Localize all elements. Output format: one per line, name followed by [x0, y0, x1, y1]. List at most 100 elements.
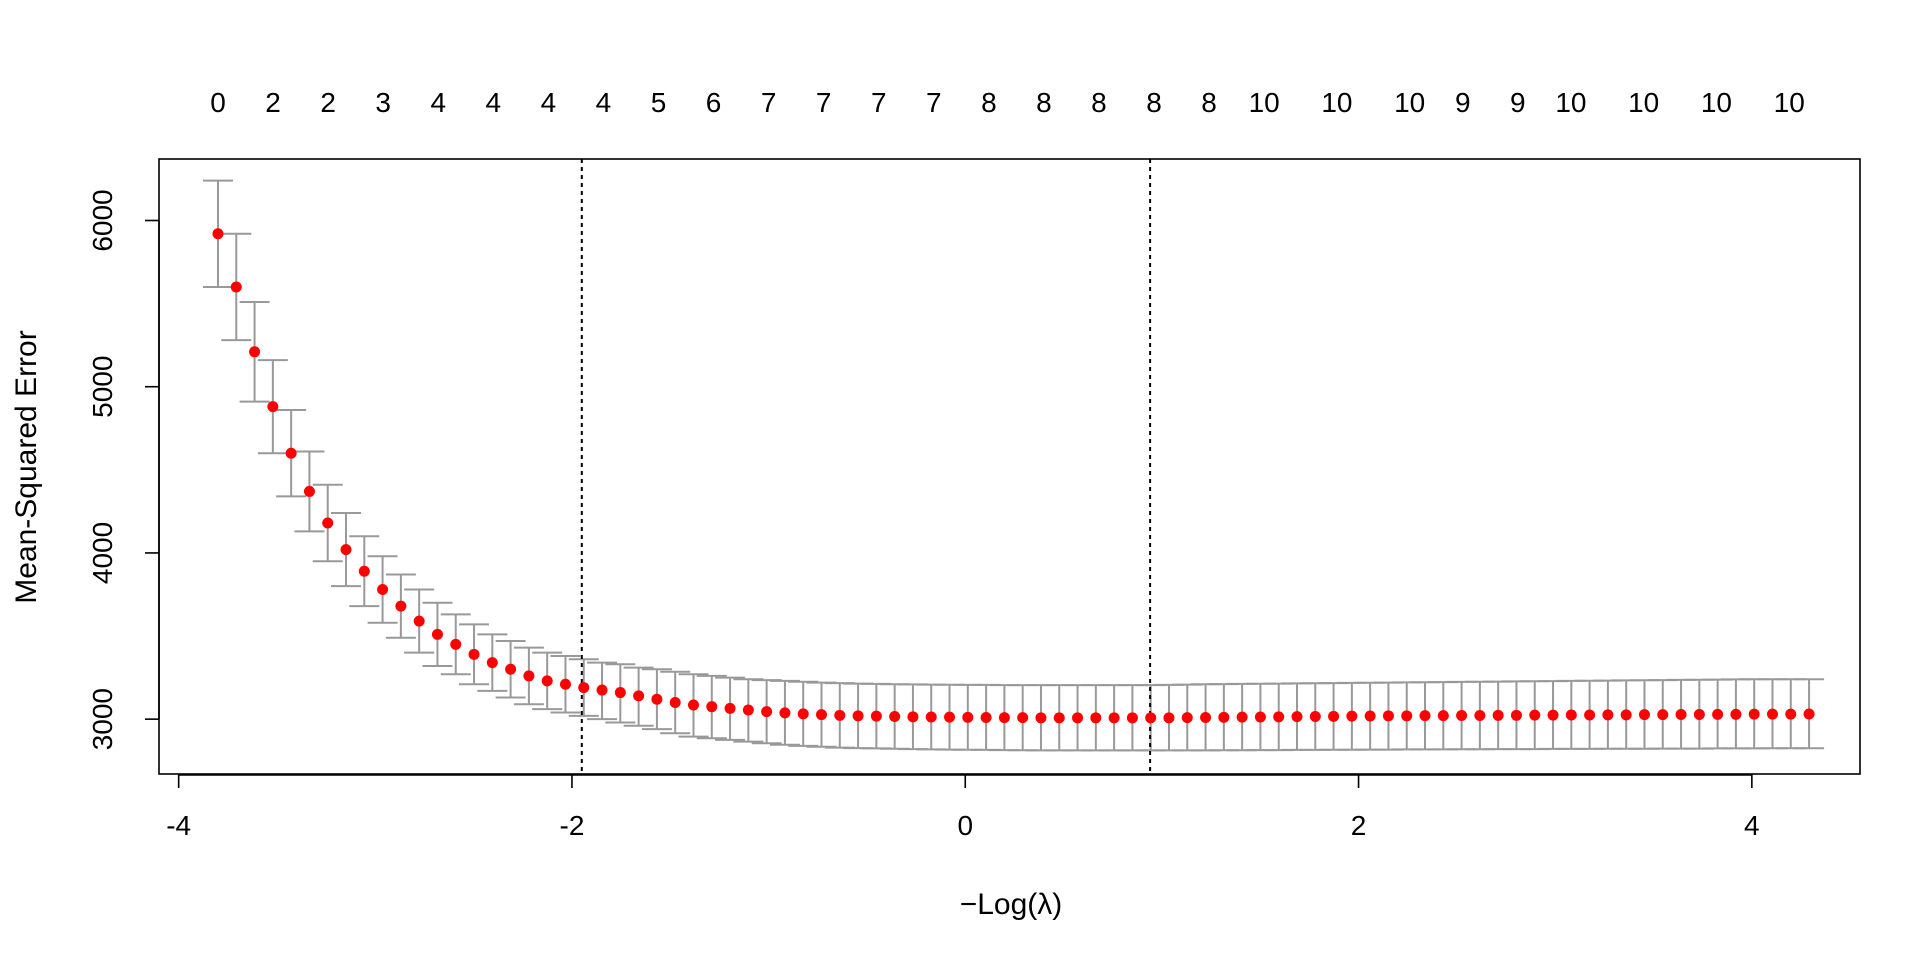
data-point	[1456, 709, 1468, 721]
data-point	[468, 648, 480, 660]
data-point	[322, 517, 334, 529]
data-point	[413, 615, 425, 627]
data-point	[1437, 710, 1449, 722]
top-axis-label: 6	[706, 87, 722, 118]
data-point	[633, 690, 645, 702]
data-point	[1145, 712, 1157, 724]
data-point	[1309, 710, 1321, 722]
data-point	[1547, 709, 1559, 721]
data-point	[578, 682, 590, 694]
top-axis-label: 8	[1091, 87, 1107, 118]
data-point	[1474, 709, 1486, 721]
top-axis-label: 4	[596, 87, 612, 118]
reference-lines	[580, 159, 1152, 774]
data-point	[998, 712, 1010, 724]
data-point	[377, 584, 389, 595]
data-point	[1090, 712, 1102, 724]
data-point	[742, 704, 754, 716]
data-point	[1291, 711, 1303, 723]
data-point	[962, 711, 974, 723]
top-axis-label: 4	[541, 87, 557, 118]
y-tick-label: 6000	[87, 189, 118, 251]
x-axis-title: −Log(λ)	[960, 888, 1063, 921]
data-point	[687, 699, 699, 711]
data-point	[1492, 709, 1504, 721]
data-point	[1565, 709, 1577, 721]
data-point	[669, 697, 681, 709]
data-point	[1529, 709, 1541, 721]
y-tick-label: 5000	[87, 356, 118, 418]
data-point	[1620, 709, 1632, 721]
data-point	[212, 228, 224, 240]
error-bars	[202, 179, 1825, 752]
data-point	[1382, 710, 1394, 722]
top-axis-label: 8	[1036, 87, 1052, 118]
data-point	[1803, 708, 1815, 720]
y-tick-label: 4000	[87, 522, 118, 584]
x-tick-label: -4	[166, 810, 191, 841]
data-point	[980, 711, 992, 723]
data-point	[1638, 709, 1650, 721]
top-axis-label: 10	[1774, 87, 1805, 118]
data-point	[505, 663, 517, 675]
top-axis-label: 9	[1510, 87, 1526, 118]
data-point	[340, 544, 352, 556]
data-point	[541, 675, 553, 687]
data-point	[1200, 711, 1212, 723]
data-point	[834, 709, 846, 721]
y-tick-label: 3000	[87, 688, 118, 750]
top-axis-label: 7	[816, 87, 832, 118]
data-point	[1766, 708, 1778, 720]
data-points	[212, 228, 1815, 724]
top-axis-label: 10	[1321, 87, 1352, 118]
top-axis-label: 7	[761, 87, 777, 118]
data-point	[925, 711, 937, 723]
data-point	[1346, 710, 1358, 722]
x-tick-label: 4	[1744, 810, 1760, 841]
data-point	[431, 628, 443, 640]
top-axis-labels: 0 2 2 3 4 4 4 4 5 6 7 7 7 7 8 8 8 8 8 10 10 10 9 9 10 10 10 10	[210, 87, 1805, 118]
data-point	[761, 706, 773, 718]
data-point	[1712, 708, 1724, 720]
data-point	[1748, 708, 1760, 720]
top-axis-label: 10	[1701, 87, 1732, 118]
x-tick-label: 0	[957, 810, 973, 841]
top-axis-label: 3	[375, 87, 391, 118]
data-point	[907, 711, 919, 723]
data-point	[1126, 712, 1138, 724]
data-point	[944, 711, 956, 723]
data-point	[1254, 711, 1266, 723]
data-point	[1035, 712, 1047, 724]
data-point	[1401, 710, 1413, 722]
top-axis-label: 8	[1146, 87, 1162, 118]
top-axis-label: 2	[265, 87, 281, 118]
data-point	[816, 709, 828, 721]
data-point	[779, 707, 791, 719]
data-point	[1785, 708, 1797, 720]
data-point	[1419, 710, 1431, 722]
data-point	[797, 708, 809, 720]
data-point	[486, 657, 498, 669]
data-point	[1163, 712, 1175, 724]
data-point	[1328, 710, 1340, 722]
data-point	[651, 693, 663, 705]
data-point	[450, 638, 462, 650]
data-point	[1693, 708, 1705, 720]
data-point	[267, 401, 279, 413]
top-axis-label: 10	[1555, 87, 1586, 118]
data-point	[303, 485, 315, 497]
top-axis-label: 7	[926, 87, 942, 118]
data-point	[1273, 711, 1285, 723]
data-point	[358, 565, 370, 577]
top-axis-label: 7	[871, 87, 887, 118]
data-point	[395, 600, 407, 612]
data-point	[1657, 709, 1669, 721]
data-point	[249, 346, 261, 358]
data-point	[1218, 711, 1230, 723]
data-point	[1675, 708, 1687, 720]
x-axis: -4 -2 0 2 4	[166, 774, 1760, 841]
data-point	[559, 678, 571, 690]
top-axis-label: 5	[651, 87, 667, 118]
data-point	[523, 670, 535, 682]
